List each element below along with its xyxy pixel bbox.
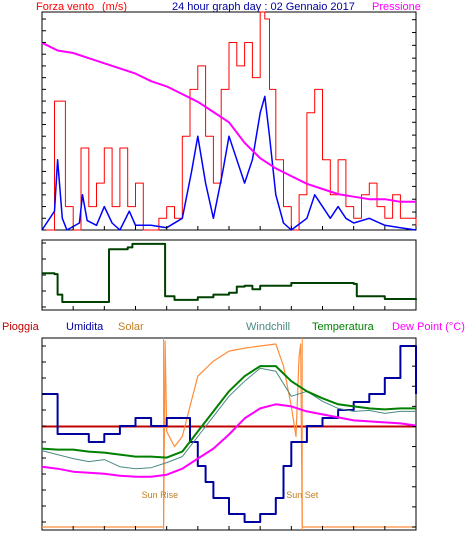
wind-average-series xyxy=(41,95,417,231)
temperature-series xyxy=(41,365,416,459)
wind-gust-series xyxy=(42,11,417,231)
legend-temperature: Temperatura xyxy=(312,321,375,333)
legend-windchill: Windchill xyxy=(246,321,290,333)
dewpoint-series xyxy=(41,403,417,478)
pressure-axis-label: Pressione xyxy=(372,1,421,13)
legend-rain: Pioggia xyxy=(2,321,40,333)
solar-series xyxy=(42,340,416,528)
legend-solar: Solar xyxy=(118,321,144,333)
sun-set-annotation: Sun Set xyxy=(286,490,319,500)
legend-dewpoint: Dew Point (°C) xyxy=(392,321,465,333)
pressure-series xyxy=(41,41,416,203)
windchill-series xyxy=(41,367,416,470)
sun-rise-annotation: Sun Rise xyxy=(142,490,179,500)
chart-title: 24 hour graph day : 02 Gennaio 2017 xyxy=(172,1,355,13)
wind-unit-label: (m/s) xyxy=(102,1,127,13)
wind-direction-panel xyxy=(41,239,417,311)
wind-direction-series xyxy=(42,242,417,303)
humidity-series xyxy=(42,345,417,523)
legend-humidity: Umidita xyxy=(66,321,104,333)
wind-axis-label: Forza vento xyxy=(36,1,94,13)
